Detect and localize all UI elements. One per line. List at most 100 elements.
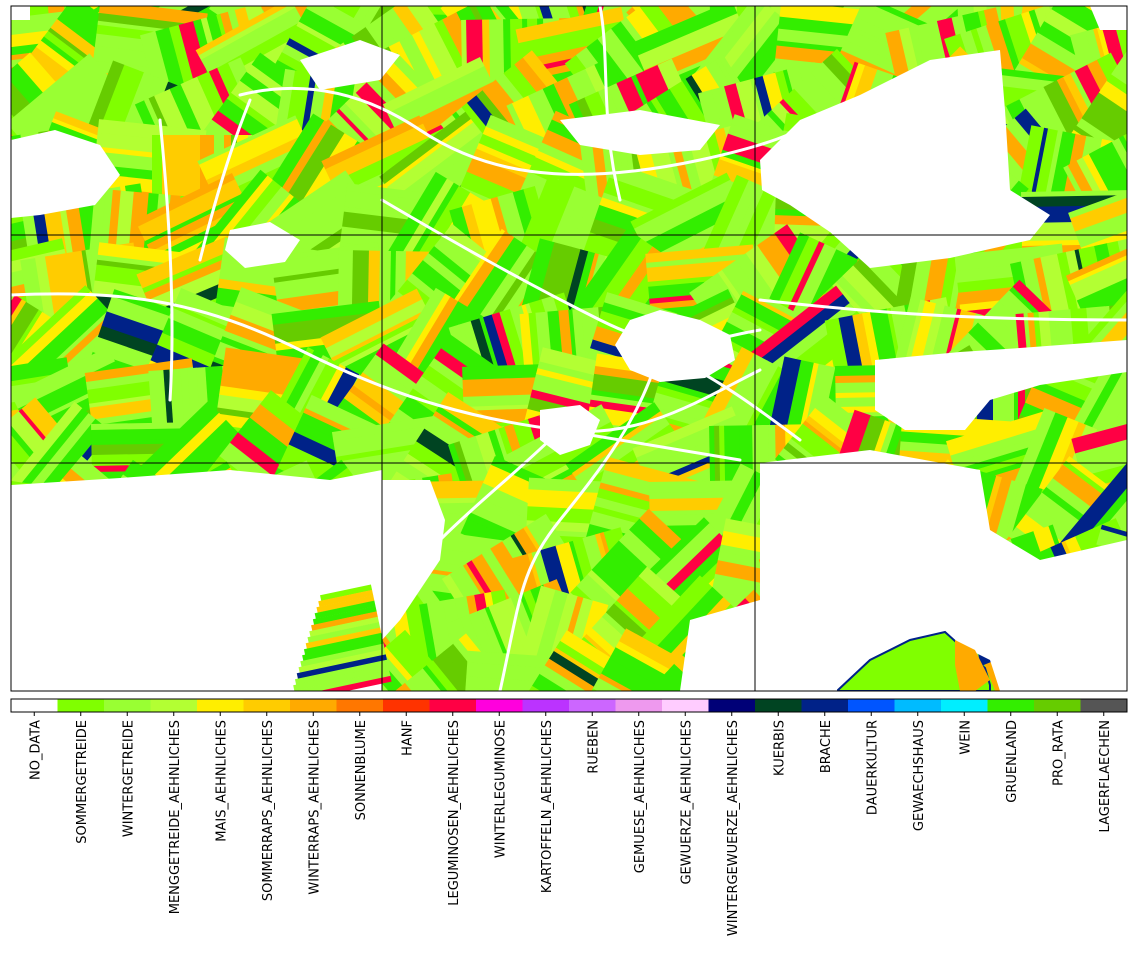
field-parcel-700: [321, 115, 424, 170]
field-parcel-2667: [523, 685, 624, 691]
field-parcel-1484: [11, 357, 70, 390]
map-grid: [11, 6, 1127, 691]
legend-swatch-rueben: [569, 699, 616, 712]
field-parcel-1331: [325, 299, 428, 359]
road-7: [558, 428, 742, 462]
field-parcel-1259: [1076, 256, 1127, 315]
legend-label: WINTERGETREIDE: [121, 720, 136, 837]
field-parcel-1234: [954, 243, 1064, 272]
field-parcel-891: [146, 197, 248, 253]
road-8: [198, 98, 252, 262]
road-6: [758, 298, 1127, 322]
legend-label: PRO_RATA: [1051, 720, 1066, 786]
field-parcel-847: [1111, 137, 1127, 238]
legend-label: RUEBEN: [586, 720, 601, 774]
field-parcel-1319: [271, 300, 381, 326]
legend-swatch-gewaechshaus: [894, 699, 942, 712]
field-parcel-0: [0, 0, 4, 42]
field-parcel-310: [515, 6, 625, 44]
field-parcel-1170: [565, 228, 642, 328]
field-parcel-lower-left-12: [298, 648, 386, 673]
no-data-area-11: [225, 222, 300, 268]
field-parcel-2696: [707, 733, 816, 761]
field-parcel-lower-left-9: [303, 632, 383, 655]
field-parcel-1708: [11, 401, 83, 493]
legend-label: WEIN: [958, 720, 973, 755]
field-parcel-lower-left-0: [320, 584, 373, 601]
field-parcel-1732: [130, 401, 220, 489]
no-data-area-5: [680, 600, 760, 691]
legend-swatch-hanf: [383, 699, 430, 712]
field-parcel-256: [195, 6, 294, 56]
field-parcel-1923: [11, 480, 13, 589]
field-parcel-1179: [645, 244, 754, 264]
field-parcel-1147: [444, 231, 515, 328]
legend-swatch-brache: [801, 699, 849, 712]
field-parcel-715: [391, 128, 482, 199]
field-parcel-716: [394, 132, 487, 206]
field-parcel-667: [152, 135, 163, 243]
field-parcel-625: [1081, 103, 1127, 179]
field-parcel-2681: [601, 658, 705, 691]
legend-swatch-leguminosen-aehnliches: [429, 699, 477, 712]
field-parcel-434: [16, 64, 107, 144]
field-parcel-1485: [11, 372, 70, 395]
field-parcel-lower-left-3: [314, 600, 376, 619]
legend-swatch-mais-aehnliches: [197, 699, 244, 712]
legend-swatch-wein: [941, 699, 988, 712]
legend-swatch-no-data: [11, 699, 58, 712]
field-parcel-495: [382, 56, 485, 114]
field-parcel-2634: [375, 650, 453, 691]
legend-label: SOMMERGETREIDE: [75, 720, 90, 844]
field-patch-lower-left: [289, 584, 392, 691]
field-parcel-1257: [1068, 237, 1127, 286]
legend-label: GEWUERZE_AEHNLICHES: [679, 720, 694, 885]
legend-label: DAUERKULTUR: [865, 720, 880, 815]
field-parcel-846: [1102, 141, 1127, 243]
field-parcel-496: [387, 65, 491, 126]
field-parcel-1733: [141, 412, 227, 496]
field-parcel-1668: [1005, 367, 1015, 475]
field-parcel-2656: [463, 712, 571, 725]
legend-label: SOMMERRAPS_AEHNLICHES: [261, 720, 276, 901]
field-parcel-lower-left-11: [300, 643, 385, 667]
map-panel: [0, 0, 1133, 761]
field-parcel-342: [688, 6, 759, 84]
field-parcel-633: [0, 138, 10, 247]
field-parcel-1146: [441, 228, 506, 322]
field-parcel-1279: [11, 291, 98, 373]
field-parcel-1181: [646, 258, 756, 283]
field-parcel-1693: [1128, 383, 1133, 484]
field-parcel-1910: [1076, 429, 1127, 471]
legend-label: MAIS_AEHNLICHES: [214, 720, 229, 842]
field-parcel-1495: [11, 346, 116, 410]
legend-label: WINTERLEGUMINOSE: [493, 720, 508, 858]
field-parcel-678: [197, 115, 298, 166]
field-parcel-2655: [463, 717, 571, 733]
field-parcel-416: [1114, 20, 1127, 128]
field-parcel-lower-left-6: [309, 616, 379, 637]
field-parcel-932: [380, 171, 448, 272]
no-data-area-13: [11, 6, 30, 20]
field-parcel-1096: [136, 232, 242, 289]
road-9: [598, 6, 622, 202]
legend-swatch-gruenland: [987, 699, 1035, 712]
field-parcel-2123: [1060, 459, 1127, 554]
legend-swatch-gemuese-aehnliches: [615, 699, 663, 712]
field-parcel-1764: [331, 415, 441, 442]
field-parcel-1886: [945, 409, 1054, 457]
legend-swatch-wintergetreide: [104, 699, 151, 712]
field-parcel-lower-left-14: [294, 659, 389, 685]
field-parcel-2647: [432, 651, 513, 691]
no-data-area-4: [382, 480, 445, 640]
field-parcel-978: [634, 179, 739, 245]
field-parcel-258: [200, 7, 303, 74]
field-parcel-713: [384, 118, 474, 188]
field-parcel-670: [192, 135, 201, 243]
legend-label: MENGGETREIDE_AEHNLICHES: [168, 720, 183, 914]
map-frame: [10, 5, 1128, 692]
legend-swatch-wintergewuerze-aehnliches: [708, 699, 756, 712]
field-parcel-2644: [418, 668, 492, 691]
field-parcel-1332: [330, 309, 430, 363]
